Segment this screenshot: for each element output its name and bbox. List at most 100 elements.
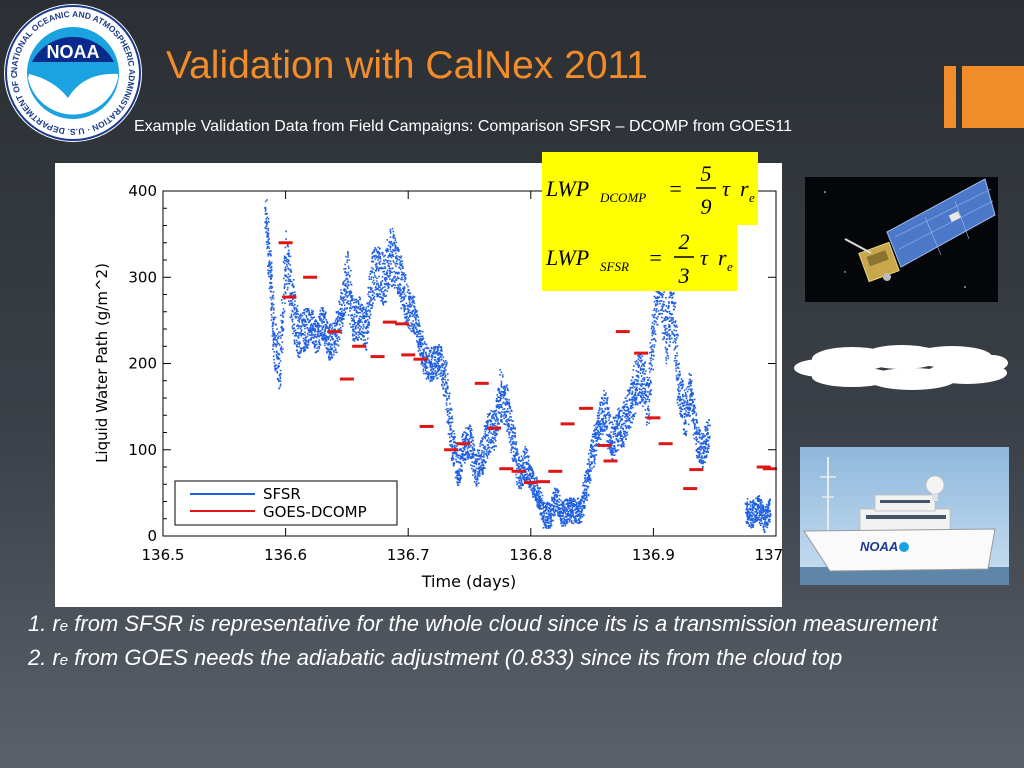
sfsr-point: [286, 288, 289, 291]
sfsr-point: [461, 438, 464, 441]
sfsr-point: [417, 335, 419, 338]
sfsr-point: [500, 395, 502, 397]
sfsr-point: [569, 508, 572, 511]
sfsr-point: [451, 443, 453, 446]
sfsr-point: [268, 238, 270, 240]
sfsr-point: [624, 416, 626, 418]
sfsr-point: [529, 467, 531, 470]
sfsr-point: [633, 381, 636, 383]
sfsr-point: [609, 451, 612, 454]
sfsr-point: [509, 440, 512, 443]
sfsr-point: [571, 498, 574, 501]
sfsr-point: [269, 282, 271, 284]
sfsr-point: [472, 455, 475, 458]
sfsr-point: [306, 332, 309, 335]
sfsr-point: [377, 288, 380, 290]
sfsr-point: [642, 363, 645, 365]
sfsr-point: [608, 446, 611, 448]
sfsr-point: [433, 362, 435, 365]
sfsr-point: [598, 425, 601, 427]
sfsr-point: [577, 507, 579, 509]
sfsr-point: [531, 483, 533, 486]
sfsr-point: [616, 425, 619, 428]
sfsr-point: [406, 291, 409, 294]
sfsr-point: [613, 428, 616, 430]
sfsr-point: [370, 304, 373, 307]
sfsr-point: [362, 306, 365, 309]
sfsr-point: [402, 289, 405, 292]
sfsr-point: [620, 425, 623, 428]
sfsr-point: [273, 332, 276, 334]
sfsr-point: [465, 445, 468, 448]
sfsr-point: [409, 328, 411, 330]
sfsr-point: [453, 462, 456, 465]
sfsr-point: [600, 422, 602, 425]
sfsr-point: [403, 293, 406, 296]
sfsr-point: [598, 437, 601, 439]
sfsr-point: [597, 437, 600, 439]
sfsr-point: [392, 230, 395, 233]
sfsr-point: [389, 278, 391, 281]
sfsr-point: [277, 364, 280, 367]
sfsr-point: [481, 455, 483, 458]
sfsr-point: [354, 305, 356, 308]
sfsr-point: [518, 487, 520, 489]
sfsr-point: [540, 501, 542, 504]
sfsr-point: [554, 502, 557, 505]
sfsr-point: [450, 416, 453, 419]
sfsr-point: [645, 370, 647, 372]
sfsr-point: [539, 487, 541, 490]
sfsr-point: [623, 409, 626, 412]
sfsr-point: [316, 322, 319, 325]
sfsr-point: [599, 427, 602, 429]
sfsr-point: [554, 505, 557, 508]
sfsr-point: [621, 423, 624, 426]
sfsr-point: [374, 263, 377, 266]
sfsr-point: [647, 383, 650, 386]
sfsr-point: [486, 434, 489, 437]
sfsr-point: [508, 428, 510, 431]
sfsr-point: [379, 288, 382, 291]
sfsr-point: [452, 458, 455, 460]
sfsr-point: [442, 394, 445, 396]
sfsr-point: [396, 255, 398, 257]
sfsr-point: [433, 359, 436, 361]
sfsr-point: [650, 327, 653, 330]
sfsr-point: [328, 336, 330, 338]
sfsr-point: [571, 500, 574, 503]
sfsr-point: [428, 353, 431, 355]
sfsr-point: [379, 257, 382, 260]
sfsr-point: [483, 447, 486, 450]
sfsr-point: [473, 480, 476, 483]
sfsr-point: [652, 326, 655, 328]
sfsr-point: [438, 358, 440, 361]
sfsr-point: [542, 517, 544, 520]
sfsr-point: [471, 439, 474, 441]
sfsr-point: [566, 515, 568, 518]
sfsr-point: [266, 243, 268, 246]
sfsr-point: [556, 503, 558, 505]
sfsr-point: [611, 452, 614, 455]
sfsr-point: [639, 402, 641, 405]
sfsr-point: [551, 508, 553, 510]
sfsr-point: [425, 377, 428, 380]
sfsr-point: [641, 397, 643, 399]
sfsr-point: [362, 335, 364, 338]
sfsr-point: [324, 338, 327, 340]
sfsr-point: [482, 469, 484, 471]
sfsr-point: [436, 370, 439, 373]
sfsr-point: [277, 337, 280, 340]
sfsr-point: [593, 430, 595, 432]
sfsr-point: [528, 486, 530, 489]
sfsr-point: [551, 503, 553, 506]
sfsr-point: [587, 494, 590, 497]
sfsr-point: [436, 377, 438, 380]
sfsr-point: [602, 422, 604, 424]
sfsr-point: [448, 421, 451, 424]
sfsr-point: [512, 440, 515, 443]
sfsr-point: [645, 400, 648, 403]
sfsr-point: [334, 333, 337, 336]
sfsr-point: [387, 256, 389, 259]
sfsr-point: [559, 516, 562, 518]
sfsr-point: [463, 438, 466, 441]
